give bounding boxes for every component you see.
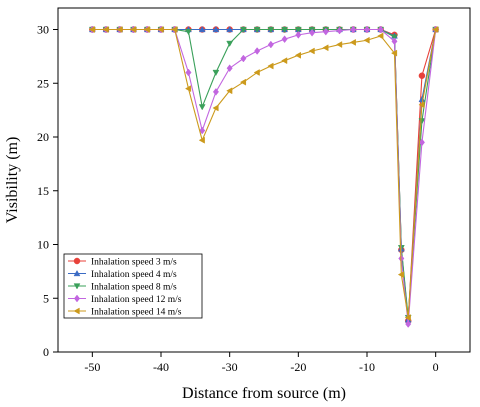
data-point xyxy=(391,34,398,41)
y-tick-label: 30 xyxy=(37,23,49,37)
y-tick-label: 25 xyxy=(37,76,49,90)
legend-marker xyxy=(73,294,81,303)
data-point xyxy=(143,26,150,33)
x-tick-label: -10 xyxy=(359,360,375,374)
legend-label: Inhalation speed 4 m/s xyxy=(91,270,177,280)
legend-label: Inhalation speed 3 m/s xyxy=(91,258,177,268)
data-point xyxy=(363,25,371,34)
data-point xyxy=(157,26,164,33)
data-point xyxy=(185,68,192,77)
data-point xyxy=(418,95,426,103)
data-point xyxy=(199,126,206,135)
data-point xyxy=(377,32,384,40)
data-point xyxy=(418,72,426,79)
data-point xyxy=(281,35,288,44)
data-point xyxy=(212,25,220,33)
y-tick-label: 20 xyxy=(37,130,49,144)
legend-marker xyxy=(73,269,81,277)
data-point xyxy=(198,136,205,144)
data-point xyxy=(198,104,206,111)
x-tick-label: -20 xyxy=(290,360,306,374)
data-point xyxy=(390,49,398,57)
data-point xyxy=(226,40,234,47)
data-point xyxy=(198,25,206,33)
legend-item: Inhalation speed 3 m/s xyxy=(68,258,177,268)
data-point xyxy=(294,26,302,34)
data-point xyxy=(432,26,439,33)
data-point xyxy=(405,320,412,328)
legend-label: Inhalation speed 14 m/s xyxy=(91,308,182,318)
data-point xyxy=(281,57,288,65)
data-point xyxy=(226,25,234,33)
x-tick-label: -50 xyxy=(84,360,100,374)
data-point xyxy=(171,26,178,33)
data-point xyxy=(212,104,219,112)
data-point xyxy=(240,54,247,63)
data-point xyxy=(212,87,219,96)
legend-marker xyxy=(73,307,80,315)
legend-item: Inhalation speed 4 m/s xyxy=(68,269,177,280)
y-tick-label: 5 xyxy=(43,291,49,305)
legend-marker xyxy=(73,257,81,265)
data-point xyxy=(267,40,274,49)
data-point xyxy=(336,26,343,35)
legend-marker xyxy=(73,283,81,290)
data-point xyxy=(281,26,289,34)
data-point xyxy=(267,62,274,70)
legend-box xyxy=(63,253,203,319)
data-point xyxy=(212,69,220,77)
data-point xyxy=(267,26,275,34)
data-point xyxy=(350,25,357,34)
x-tick-label: -30 xyxy=(222,360,238,374)
data-point xyxy=(226,64,233,73)
data-point xyxy=(226,87,233,95)
data-point xyxy=(322,27,329,36)
data-point xyxy=(88,26,95,33)
data-point xyxy=(295,31,302,39)
data-point xyxy=(254,47,261,55)
y-tick-label: 10 xyxy=(37,238,49,252)
legend-item: Inhalation speed 8 m/s xyxy=(68,283,177,293)
legend-label: Inhalation speed 12 m/s xyxy=(91,295,182,305)
data-point xyxy=(322,44,329,52)
y-tick-label: 0 xyxy=(43,345,49,359)
legend-label: Inhalation speed 8 m/s xyxy=(91,283,177,293)
data-point xyxy=(309,28,316,37)
legend: Inhalation speed 3 m/s Inhalation speed 4… xyxy=(63,253,203,319)
data-point xyxy=(397,271,404,279)
x-tick-label: -40 xyxy=(153,360,169,374)
data-point xyxy=(308,47,315,55)
data-point xyxy=(418,101,425,109)
data-point xyxy=(185,29,192,36)
legend-item: Inhalation speed 12 m/s xyxy=(68,294,182,305)
legend-item: Inhalation speed 14 m/s xyxy=(68,308,182,318)
data-point xyxy=(294,51,301,59)
data-point xyxy=(239,26,247,34)
y-tick-label: 15 xyxy=(37,184,49,198)
data-point xyxy=(253,69,260,76)
x-axis-title: Distance from source (m) xyxy=(182,385,346,402)
x-tick-label: 0 xyxy=(433,360,439,374)
data-point xyxy=(102,26,109,33)
data-point xyxy=(349,38,356,46)
series-5 xyxy=(88,26,439,322)
axis-layer: -50 -40 -30 -20 -10 0 0 5 10 15 20 25 30 xyxy=(37,23,439,375)
data-point xyxy=(336,41,343,48)
data-point xyxy=(377,25,384,34)
data-point xyxy=(130,26,137,33)
data-point xyxy=(253,26,261,34)
data-point xyxy=(418,138,425,147)
data-point xyxy=(391,37,398,46)
data-point xyxy=(363,36,370,44)
data-point xyxy=(404,314,411,322)
plot-frame xyxy=(57,7,471,353)
data-point xyxy=(116,26,123,33)
plot-border xyxy=(57,7,471,353)
series-layer xyxy=(88,25,440,328)
y-axis-title: Visibility (m) xyxy=(4,137,21,224)
data-point xyxy=(239,78,247,86)
data-point xyxy=(184,85,192,93)
